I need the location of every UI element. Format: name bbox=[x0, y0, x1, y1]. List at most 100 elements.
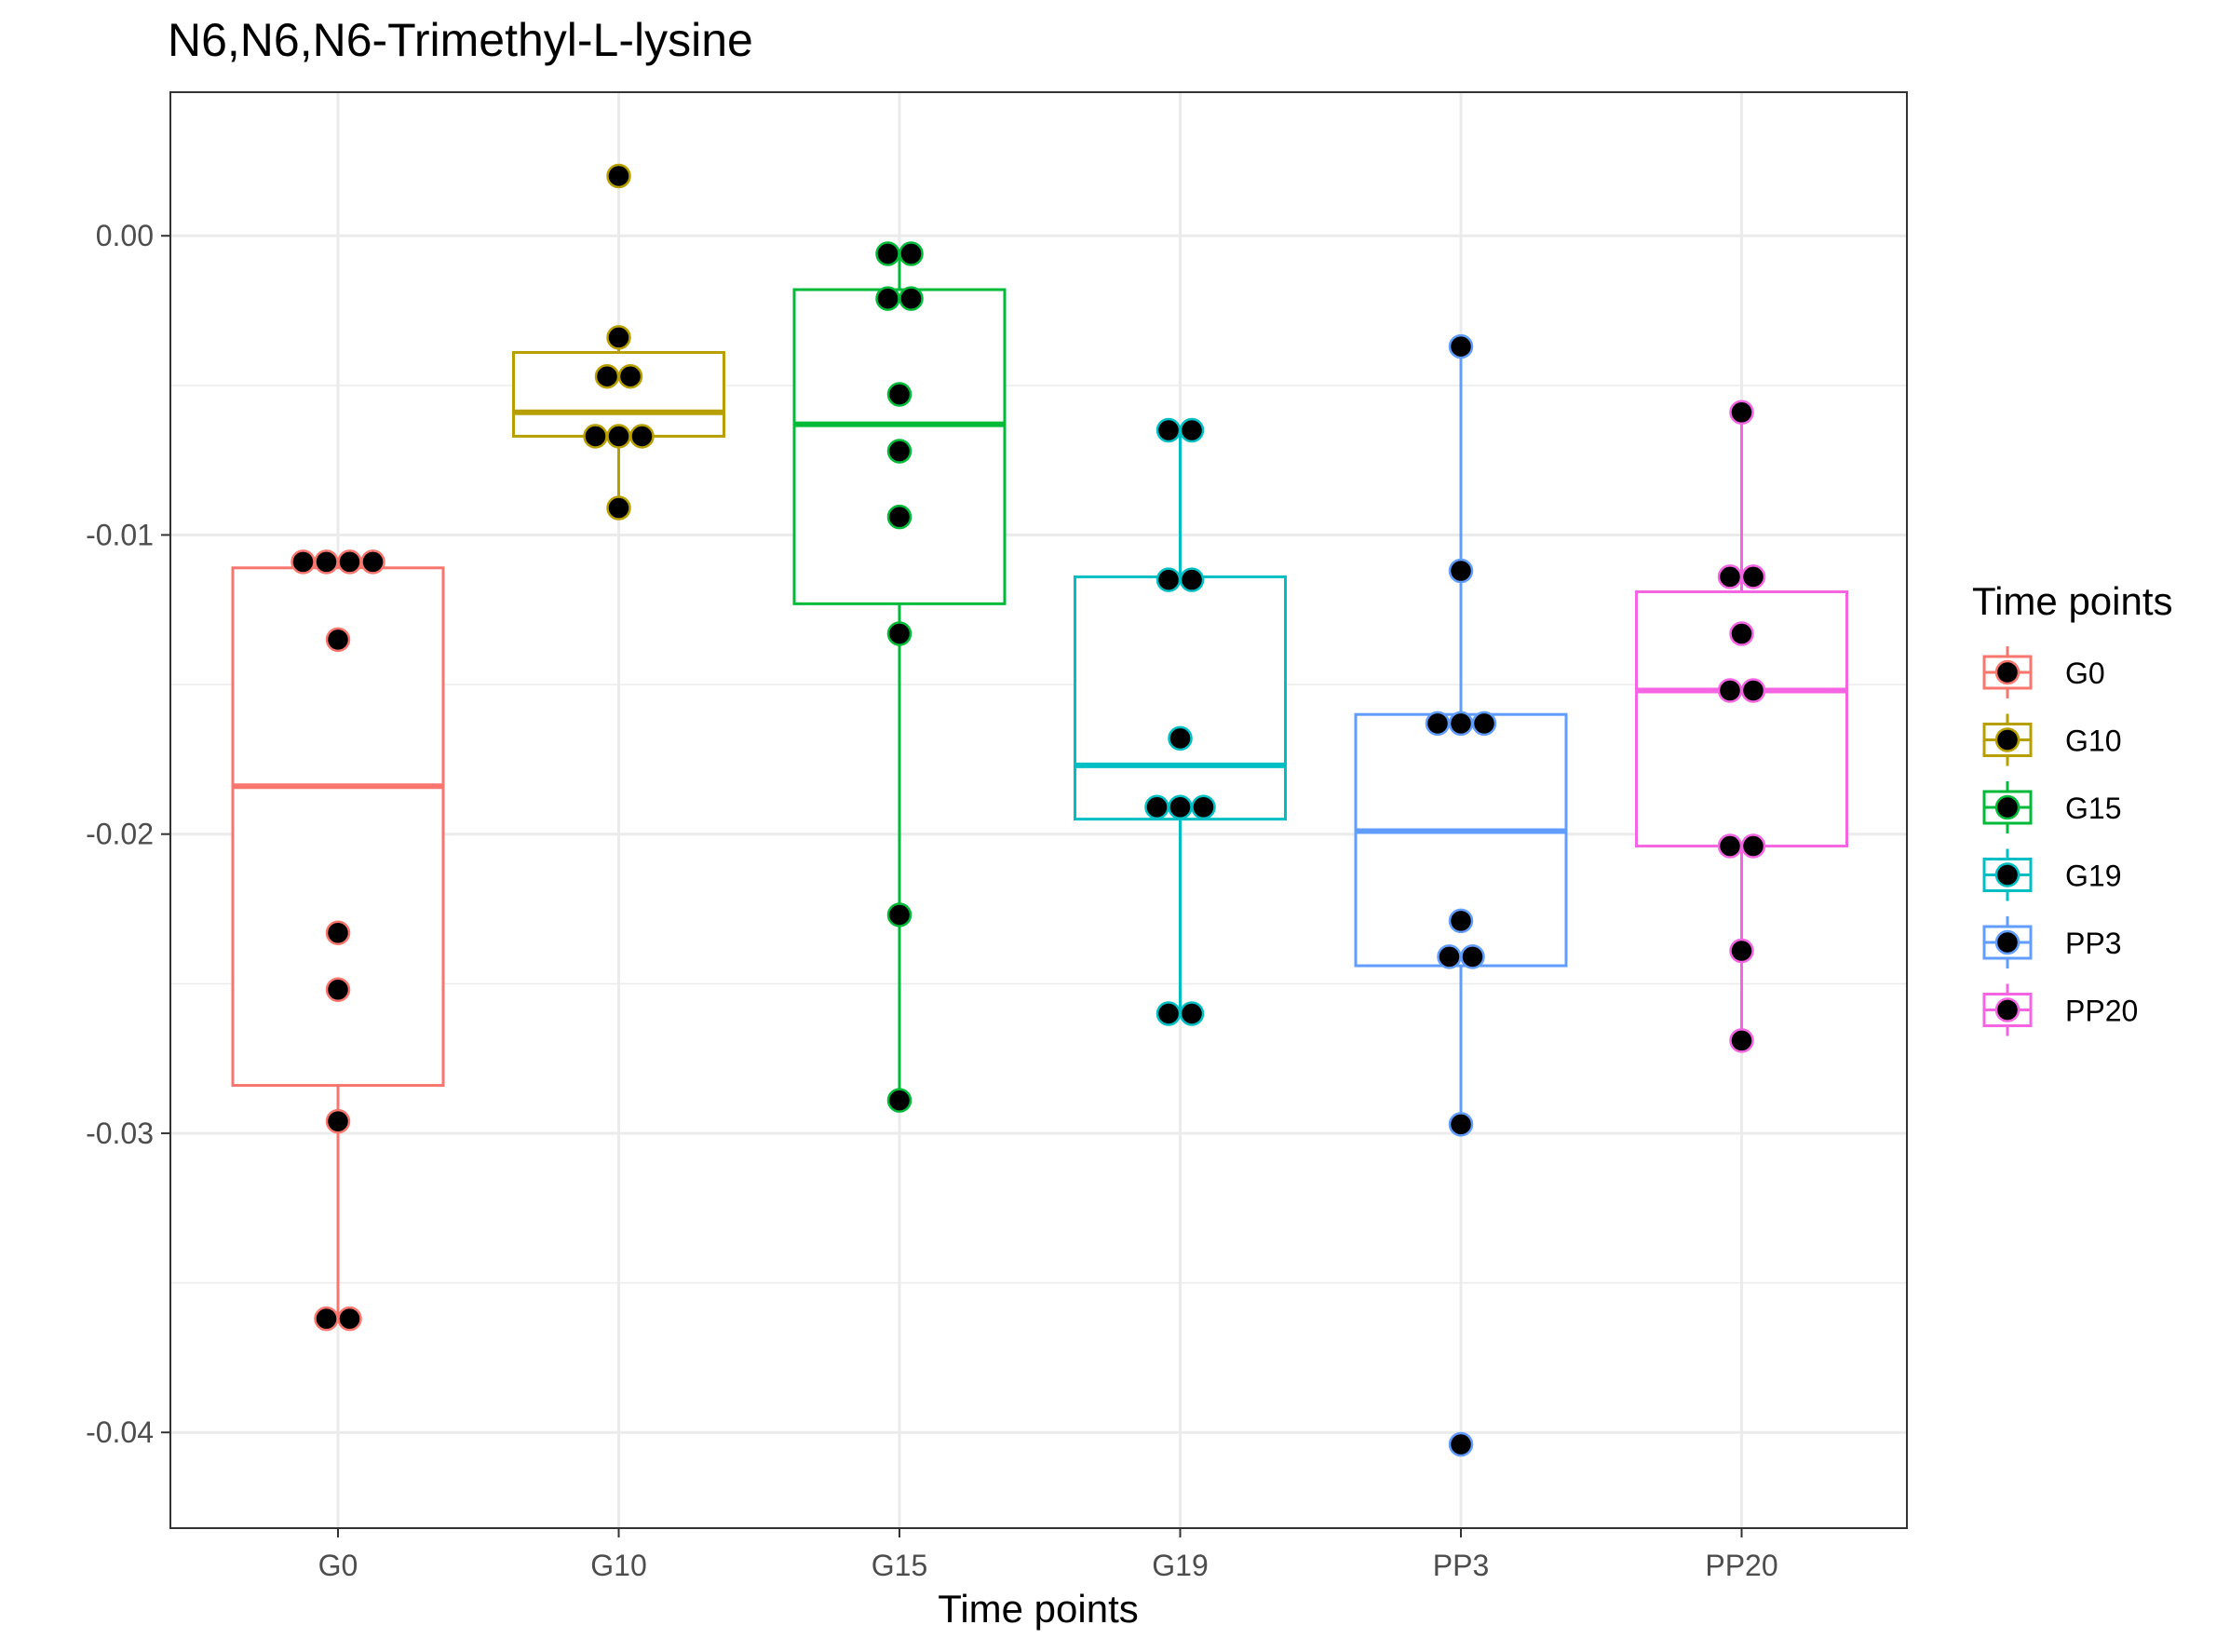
data-point-pp3 bbox=[1471, 711, 1497, 737]
legend-item-g15: G15 bbox=[1982, 781, 2121, 833]
data-point-pp3 bbox=[1425, 711, 1451, 737]
data-point-g19 bbox=[1191, 794, 1216, 820]
data-point-pp20 bbox=[1740, 564, 1766, 589]
data-point-pp20 bbox=[1729, 938, 1754, 964]
data-point-pp20 bbox=[1729, 399, 1754, 425]
data-point-g15 bbox=[886, 382, 912, 407]
panel-border bbox=[169, 91, 1908, 1529]
data-point-pp20 bbox=[1717, 564, 1743, 589]
data-point-pp20 bbox=[1729, 621, 1754, 646]
data-point-g15 bbox=[886, 439, 912, 464]
data-point-g19 bbox=[1168, 794, 1193, 820]
legend-items: G0 G10 G15 G19 PP3 PP20 bbox=[1982, 646, 2138, 1036]
data-points bbox=[291, 163, 1766, 1457]
legend-label: G0 bbox=[2065, 657, 2105, 690]
data-point-g10 bbox=[629, 424, 655, 449]
x-tick-label: G15 bbox=[872, 1549, 927, 1582]
data-point-g0 bbox=[337, 1306, 362, 1332]
box-iqr bbox=[512, 350, 725, 438]
data-point-g15 bbox=[886, 621, 912, 646]
legend-label: PP3 bbox=[2065, 927, 2121, 960]
data-point-pp3 bbox=[1437, 944, 1462, 969]
legend-label: G15 bbox=[2065, 792, 2121, 825]
data-point-g19 bbox=[1156, 1001, 1182, 1026]
data-point-g10 bbox=[606, 163, 631, 189]
data-point-g0 bbox=[325, 977, 351, 1002]
data-point-g0 bbox=[337, 549, 362, 575]
y-tick-label: -0.01 bbox=[86, 518, 154, 551]
x-tick-label: PP20 bbox=[1705, 1549, 1777, 1582]
data-point-g0 bbox=[360, 549, 385, 575]
data-point-g15 bbox=[886, 1088, 912, 1113]
boxplot-g10 bbox=[512, 337, 725, 508]
grid-minor bbox=[170, 385, 1907, 1284]
data-point-g10 bbox=[606, 495, 631, 521]
data-point-pp3 bbox=[1448, 333, 1474, 359]
y-tick-label: 0.00 bbox=[96, 219, 154, 252]
data-point-pp20 bbox=[1717, 678, 1743, 703]
data-point-pp3 bbox=[1448, 558, 1474, 584]
data-point-pp20 bbox=[1740, 833, 1766, 859]
x-tick-label: G19 bbox=[1152, 1549, 1208, 1582]
legend-key-point bbox=[1994, 727, 2021, 752]
data-point-pp3 bbox=[1448, 1431, 1474, 1457]
x-tick-label: G10 bbox=[590, 1549, 646, 1582]
legend-item-g19: G19 bbox=[1982, 848, 2121, 901]
y-tick-label: -0.02 bbox=[86, 818, 154, 851]
legend-key-point bbox=[1994, 794, 2021, 820]
legend-key-point bbox=[1994, 997, 2021, 1022]
legend-label: G10 bbox=[2065, 724, 2121, 758]
chart-title: N6,N6,N6-Trimethyl-L-lysine bbox=[168, 14, 753, 66]
data-point-g19 bbox=[1156, 567, 1182, 592]
panel-background bbox=[170, 92, 1907, 1528]
legend-key-point bbox=[1994, 862, 2021, 887]
x-axis: G0 G10 G15 G19 PP3 PP20 bbox=[318, 1528, 1778, 1582]
legend-label: G19 bbox=[2065, 860, 2121, 893]
data-point-g15 bbox=[886, 504, 912, 530]
legend-item-pp3: PP3 bbox=[1982, 916, 2121, 968]
box-iqr bbox=[1074, 575, 1287, 821]
x-tick-label: G0 bbox=[318, 1549, 358, 1582]
data-point-g19 bbox=[1179, 417, 1205, 443]
legend-title: Time points bbox=[1972, 579, 2173, 623]
data-point-g19 bbox=[1144, 794, 1169, 820]
x-tick-label: PP3 bbox=[1433, 1549, 1489, 1582]
y-tick-label: -0.04 bbox=[86, 1415, 154, 1449]
data-point-pp3 bbox=[1460, 944, 1485, 969]
data-point-g10 bbox=[617, 363, 643, 389]
boxplot-g19 bbox=[1074, 430, 1287, 1014]
data-point-g0 bbox=[325, 1108, 351, 1134]
data-point-g15 bbox=[875, 286, 900, 311]
data-point-g0 bbox=[314, 1306, 339, 1332]
data-point-g19 bbox=[1156, 417, 1182, 443]
data-point-g10 bbox=[606, 424, 631, 449]
legend: Time points G0 G10 G15 G19 PP3 PP20 bbox=[1972, 579, 2173, 1036]
data-point-g15 bbox=[899, 241, 924, 266]
x-axis-title: Time points bbox=[938, 1587, 1139, 1631]
data-point-g19 bbox=[1179, 567, 1205, 592]
data-point-g19 bbox=[1168, 725, 1193, 752]
legend-label: PP20 bbox=[2065, 995, 2138, 1028]
legend-key-point bbox=[1994, 929, 2021, 955]
plot-panel bbox=[169, 91, 1908, 1529]
data-point-g10 bbox=[606, 325, 631, 350]
data-point-g15 bbox=[886, 902, 912, 928]
data-point-pp20 bbox=[1740, 678, 1766, 703]
legend-item-g0: G0 bbox=[1982, 646, 2105, 698]
y-tick-label: -0.03 bbox=[86, 1117, 154, 1150]
data-point-g15 bbox=[875, 241, 900, 266]
data-point-g0 bbox=[325, 920, 351, 945]
data-point-g10 bbox=[594, 363, 620, 389]
data-point-g10 bbox=[583, 424, 608, 449]
data-point-g0 bbox=[325, 627, 351, 653]
legend-item-pp20: PP20 bbox=[1982, 983, 2138, 1036]
data-point-g0 bbox=[314, 549, 339, 575]
data-point-pp3 bbox=[1448, 711, 1474, 737]
legend-key-point bbox=[1994, 659, 2021, 685]
data-point-g0 bbox=[291, 549, 316, 575]
data-point-g15 bbox=[899, 286, 924, 311]
data-point-pp3 bbox=[1448, 908, 1474, 934]
data-point-pp20 bbox=[1729, 1028, 1754, 1053]
legend-item-g10: G10 bbox=[1982, 713, 2121, 766]
